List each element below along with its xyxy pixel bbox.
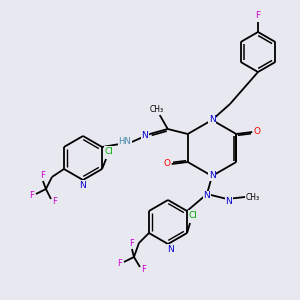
Text: N: N [168, 244, 174, 253]
Text: CH₃: CH₃ [150, 106, 164, 115]
Text: Cl: Cl [105, 146, 113, 155]
Text: N: N [204, 191, 210, 200]
Text: CH₃: CH₃ [246, 193, 260, 202]
Text: F: F [118, 259, 122, 268]
Text: F: F [52, 196, 57, 206]
Text: N: N [208, 172, 215, 181]
Text: F: F [142, 265, 146, 274]
Text: HN: HN [118, 137, 131, 146]
Text: N: N [208, 116, 215, 124]
Text: N: N [141, 130, 148, 140]
Text: F: F [40, 170, 45, 179]
Text: O: O [254, 128, 261, 136]
Text: N: N [226, 196, 232, 206]
Text: F: F [29, 190, 34, 200]
Text: N: N [80, 181, 86, 190]
Text: F: F [130, 238, 134, 247]
Text: O: O [163, 160, 170, 169]
Text: F: F [255, 11, 261, 20]
Text: Cl: Cl [189, 211, 197, 220]
